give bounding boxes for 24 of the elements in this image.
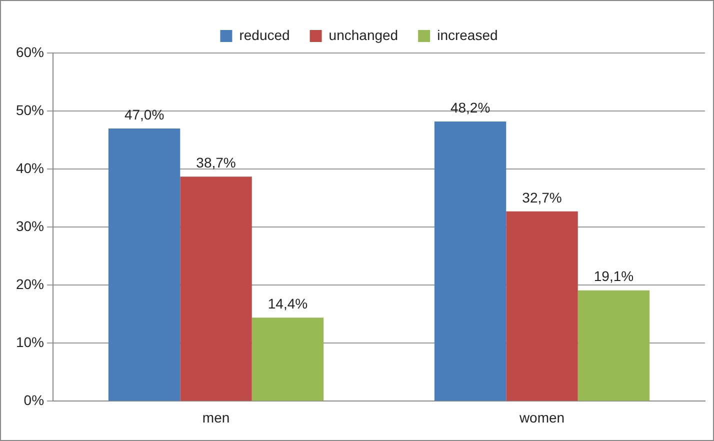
- x-tick-label: men: [202, 409, 230, 426]
- y-tick-label: 20%: [16, 276, 44, 292]
- data-label: 19,1%: [594, 268, 634, 284]
- legend-label: increased: [437, 26, 498, 43]
- data-label: 38,7%: [196, 154, 236, 170]
- y-tick-label: 50%: [16, 102, 44, 118]
- bar: [434, 121, 506, 401]
- legend-label: reduced: [239, 26, 290, 43]
- y-tick-label: 60%: [16, 44, 44, 60]
- bar: [108, 128, 180, 401]
- y-tick-label: 30%: [16, 218, 44, 234]
- bar: [506, 211, 578, 401]
- y-tick-label: 10%: [16, 334, 44, 350]
- data-label: 48,2%: [450, 99, 490, 116]
- y-tick-label: 40%: [16, 160, 44, 176]
- data-label: 14,4%: [268, 295, 308, 312]
- bar: [578, 290, 650, 401]
- data-label: 32,7%: [522, 189, 562, 206]
- data-label: 47,0%: [124, 106, 164, 122]
- legend-label: unchanged: [328, 26, 398, 43]
- y-tick-label: 0%: [24, 392, 44, 408]
- x-tick-label: women: [518, 409, 565, 426]
- bar: [252, 318, 324, 401]
- bar: [180, 176, 252, 401]
